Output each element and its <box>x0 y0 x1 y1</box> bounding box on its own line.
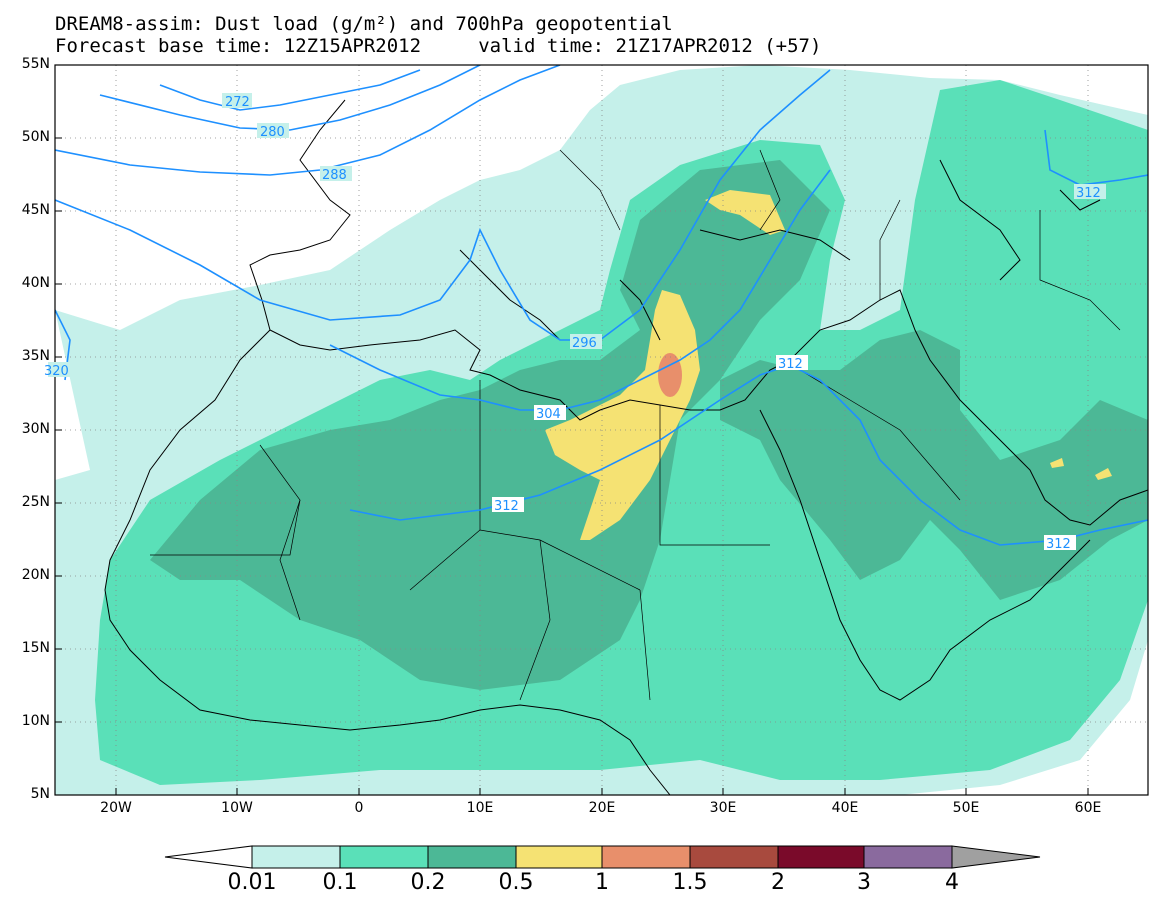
axis-ticks <box>55 64 1089 796</box>
lon-label-10e: 10E <box>466 800 494 816</box>
colorbar-label-8: 4 <box>945 870 959 895</box>
dust-band-05 <box>545 290 700 540</box>
colorbar-label-1: 0.1 <box>322 870 358 895</box>
lat-label-5n: 5N <box>30 786 50 802</box>
lat-label-50n: 50N <box>21 129 50 145</box>
contour-label-304: 304 <box>536 407 561 422</box>
lat-label-25n: 25N <box>21 494 50 510</box>
lat-label-40n: 40N <box>21 275 50 291</box>
country-borders <box>150 149 1121 701</box>
dust-band-05d <box>1050 458 1064 468</box>
map-title: DREAM8-assim: Dust load (g/m²) and 700hP… <box>55 13 673 35</box>
coastlines <box>104 99 1148 795</box>
dust-band-05c <box>1095 468 1112 480</box>
lat-lon-grid <box>55 65 1148 795</box>
forecast-time-subtitle: Forecast base time: 12Z15APR2012 valid t… <box>55 35 822 57</box>
lon-label-50e: 50E <box>952 800 980 816</box>
dust-band-1 <box>658 353 682 397</box>
lat-label-10n: 10N <box>21 713 50 729</box>
lon-label-20w: 20W <box>100 800 132 816</box>
lat-label-20n: 20N <box>21 567 50 583</box>
lat-label-55n: 55N <box>21 56 50 72</box>
lon-label-40e: 40E <box>831 800 859 816</box>
contour-label-312-a: 312 <box>494 499 519 514</box>
contour-label-288: 288 <box>322 168 347 183</box>
contour-labels: 272 280 288 296 304 312 312 312 312 320 <box>44 93 1106 552</box>
dust-band-05b <box>705 190 785 235</box>
contour-label-320: 320 <box>44 364 69 379</box>
colorbar-label-7: 3 <box>857 870 871 895</box>
colorbar-extend-high <box>951 845 1041 869</box>
contour-label-296: 296 <box>572 336 597 351</box>
contour-label-312-b: 312 <box>778 357 803 372</box>
lon-label-20e: 20E <box>588 800 616 816</box>
colorbar-label-3: 0.5 <box>498 870 534 895</box>
lat-label-30n: 30N <box>21 421 50 437</box>
lat-label-15n: 15N <box>21 640 50 656</box>
colorbar <box>164 845 1041 869</box>
lon-label-30e: 30E <box>709 800 737 816</box>
colorbar-extend-low <box>164 845 253 869</box>
contour-label-272: 272 <box>225 95 250 110</box>
contour-label-312-d: 312 <box>1076 186 1101 201</box>
lat-label-35n: 35N <box>21 348 50 364</box>
colorbar-label-6: 2 <box>771 870 785 895</box>
colorbar-label-4: 1 <box>595 870 609 895</box>
dust-field <box>55 65 1148 795</box>
lat-label-45n: 45N <box>21 202 50 218</box>
lon-label-10w: 10W <box>221 800 253 816</box>
colorbar-label-0: 0.01 <box>227 870 277 895</box>
contour-label-312-c: 312 <box>1046 537 1071 552</box>
lon-label-0: 0 <box>354 800 364 816</box>
contour-label-280: 280 <box>260 125 285 140</box>
colorbar-label-5: 1.5 <box>672 870 708 895</box>
colorbar-label-2: 0.2 <box>410 870 446 895</box>
lon-label-60e: 60E <box>1074 800 1102 816</box>
